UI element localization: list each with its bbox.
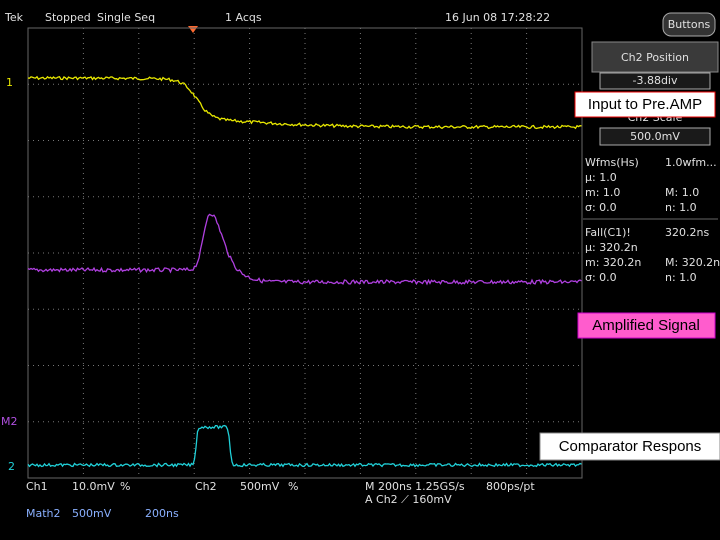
measurement-value: M: 1.0	[665, 186, 699, 199]
measurements: Wfms(Hs) 1.0wfm... μ: 1.0 m: 1.0 M: 1.0 σ: 0.…	[583, 156, 720, 284]
scale-box	[599, 127, 711, 146]
footer-text: 800ps/pt	[486, 480, 535, 493]
annotation-box	[539, 432, 720, 461]
acqs: 1 Acqs	[225, 11, 262, 24]
footer-text: Ch1	[26, 480, 48, 493]
math-trace	[27, 213, 582, 286]
measurement-label: m: 320.2n	[585, 256, 641, 269]
footer-text: 200ns	[145, 507, 179, 520]
annotation: Input to Pre.AMP	[588, 96, 702, 113]
measurement-label: σ: 0.0	[585, 271, 617, 284]
position-title: Ch2 Position	[621, 51, 689, 64]
math-marker: M2	[1, 415, 18, 428]
measurement-label: μ: 320.2n	[585, 241, 638, 254]
measurement-label: σ: 0.0	[585, 201, 617, 214]
position-value: -3.88div	[632, 74, 678, 87]
position-panel	[591, 41, 719, 73]
ch2-trace	[27, 424, 582, 468]
buttons-label[interactable]: Buttons	[668, 18, 711, 31]
measurement-value: n: 1.0	[665, 271, 697, 284]
ch1-marker: 1	[6, 76, 13, 89]
footer-text: 500mV	[72, 507, 112, 520]
measurement-value: n: 1.0	[665, 201, 697, 214]
annotation-box	[574, 91, 716, 118]
footer-text: Math2	[26, 507, 61, 520]
brand: Tek	[4, 11, 24, 24]
waveforms	[27, 75, 582, 468]
annotation: Amplified Signal	[592, 317, 700, 334]
mode: Single Seq	[97, 11, 155, 24]
status: Stopped	[45, 11, 91, 24]
measurement-value: 320.2ns	[665, 226, 709, 239]
annotation: Comparator Respons	[559, 438, 702, 455]
footer-text: 10.0mV	[72, 480, 115, 493]
footer-text: 500mV	[240, 480, 280, 493]
footer-text: Ch2	[195, 480, 217, 493]
footer-text: A Ch2 ⟋ 160mV	[365, 493, 452, 506]
annotation-box	[577, 312, 716, 339]
measurement-label: μ: 1.0	[585, 171, 617, 184]
measurement-value: 1.0wfm...	[665, 156, 717, 169]
buttons-button[interactable]	[662, 12, 716, 37]
position-box	[599, 72, 711, 90]
measurement-label: Fall(C1)!	[585, 226, 631, 239]
footer-text: %	[288, 480, 298, 493]
measurement-label: m: 1.0	[585, 186, 620, 199]
measurement-value: M: 320.2n	[665, 256, 720, 269]
datetime: 16 Jun 08 17:28:22	[445, 11, 550, 24]
footer-text: %	[120, 480, 130, 493]
footer-text: M 200ns 1.25GS/s	[365, 480, 465, 493]
scale-value: 500.0mV	[630, 130, 680, 143]
graticule	[27, 27, 583, 479]
ch2-marker: 2	[8, 460, 15, 473]
ch1-trace	[27, 75, 582, 130]
measurement-label: Wfms(Hs)	[585, 156, 639, 169]
